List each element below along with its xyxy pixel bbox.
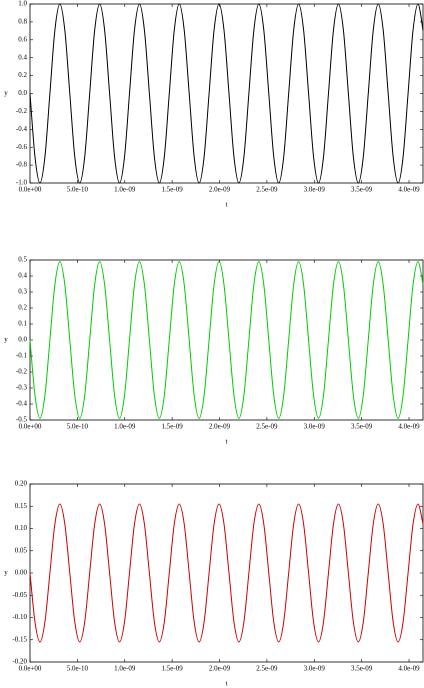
plot-frame <box>29 483 424 663</box>
y-tick-label: -0.4 <box>16 125 28 133</box>
x-tick-label: 0.0e+00 <box>19 186 42 194</box>
x-axis-label: t <box>226 680 228 688</box>
y-tick-label: -0.8 <box>16 161 28 169</box>
y-tick-label: 0.2 <box>18 71 27 79</box>
y-tick-label: 0.4 <box>18 53 27 61</box>
x-tick-label: 0.0e+00 <box>19 423 42 431</box>
x-tick-label: 3.0e-09 <box>304 186 326 194</box>
x-axis-label: t <box>226 438 228 446</box>
y-tick-label: 0.1 <box>18 320 27 328</box>
x-tick-label: 5.0e-10 <box>67 186 89 194</box>
y-tick-label: -0.2 <box>16 107 28 115</box>
x-tick-label: 3.5e-09 <box>351 186 373 194</box>
y-axis-label: y <box>4 336 8 344</box>
x-tick-label: 2.0e-09 <box>209 186 231 194</box>
y-tick-label: 0.3 <box>18 288 27 296</box>
x-tick-label: 3.5e-09 <box>351 665 373 673</box>
x-tick-label: 2.5e-09 <box>256 423 278 431</box>
line-series <box>29 3 424 184</box>
plot-frame <box>29 259 424 421</box>
x-tick-label: 1.5e-09 <box>162 665 184 673</box>
x-tick-label: 1.0e-09 <box>114 423 136 431</box>
y-axis-label: y <box>4 89 8 97</box>
x-tick-label: 1.0e-09 <box>114 665 136 673</box>
y-tick-label: 0.00 <box>15 569 28 577</box>
y-tick-label: 0.5 <box>18 256 27 264</box>
y-tick-label: 0.0 <box>18 336 27 344</box>
y-tick-label: -0.20 <box>12 658 27 666</box>
plot-frame <box>29 3 424 184</box>
y-tick-label: 0.20 <box>15 480 28 488</box>
y-tick-label: -0.15 <box>12 635 27 643</box>
y-axis-label: y <box>4 569 8 577</box>
x-tick-label: 4.0e-09 <box>398 186 420 194</box>
x-tick-label: 2.5e-09 <box>256 665 278 673</box>
y-tick-label: -0.10 <box>12 613 27 621</box>
y-tick-label: 0.05 <box>15 546 28 554</box>
y-tick-label: 0.10 <box>15 524 28 532</box>
y-tick-label: -0.3 <box>16 384 28 392</box>
y-tick-label: 0.0 <box>18 89 27 97</box>
y-tick-label: 0.2 <box>18 304 27 312</box>
x-tick-label: 4.0e-09 <box>398 665 420 673</box>
x-tick-label: 5.0e-10 <box>67 665 89 673</box>
y-tick-label: 0.4 <box>18 272 27 280</box>
x-tick-label: 5.0e-10 <box>67 423 89 431</box>
y-tick-label: -0.6 <box>16 143 28 151</box>
x-tick-label: 2.0e-09 <box>209 423 231 431</box>
y-tick-label: -0.2 <box>16 368 28 376</box>
x-tick-label: 2.0e-09 <box>209 665 231 673</box>
y-tick-label: -0.4 <box>16 400 28 408</box>
x-tick-label: 1.0e-09 <box>114 186 136 194</box>
y-tick-label: 0.8 <box>18 18 27 26</box>
line-series <box>29 503 424 643</box>
y-tick-label: -0.05 <box>12 591 27 599</box>
y-tick-label: 0.6 <box>18 35 27 43</box>
x-tick-label: 4.0e-09 <box>398 423 420 431</box>
line-series <box>29 261 424 419</box>
x-tick-label: 3.5e-09 <box>351 423 373 431</box>
y-tick-label: -1.0 <box>16 179 28 187</box>
x-axis-label: t <box>226 201 228 209</box>
x-tick-label: 0.0e+00 <box>19 665 42 673</box>
x-tick-label: 1.5e-09 <box>162 423 184 431</box>
x-tick-label: 1.5e-09 <box>162 186 184 194</box>
x-tick-label: 3.0e-09 <box>304 665 326 673</box>
x-tick-label: 2.5e-09 <box>256 186 278 194</box>
y-tick-label: -0.5 <box>16 416 28 424</box>
y-tick-label: 0.15 <box>15 502 28 510</box>
y-tick-label: -0.1 <box>16 352 28 360</box>
y-tick-label: 1.0 <box>18 0 27 8</box>
x-tick-label: 3.0e-09 <box>304 423 326 431</box>
